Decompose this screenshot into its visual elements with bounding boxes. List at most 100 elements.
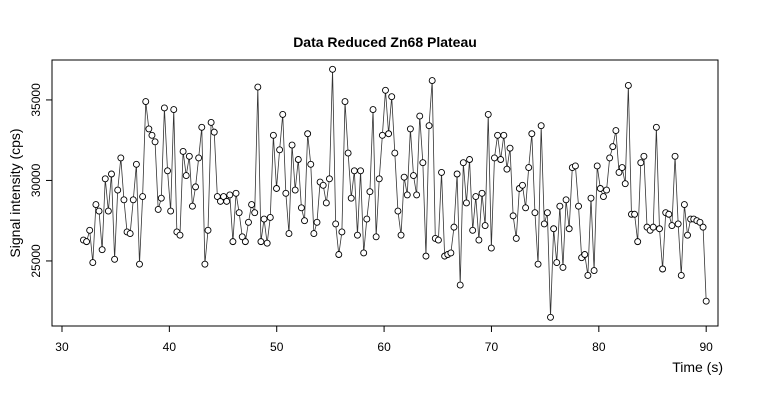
data-point bbox=[428, 77, 436, 85]
data-point bbox=[369, 106, 377, 114]
data-point bbox=[179, 148, 187, 155]
data-point bbox=[388, 93, 396, 101]
data-point bbox=[456, 281, 464, 289]
data-point bbox=[702, 297, 710, 305]
data-point bbox=[198, 123, 206, 131]
data-point bbox=[453, 170, 461, 178]
data-point bbox=[652, 123, 660, 131]
data-point bbox=[111, 255, 119, 263]
data-point bbox=[108, 170, 115, 178]
data-point bbox=[612, 127, 620, 134]
data-point bbox=[553, 259, 561, 267]
data-point bbox=[615, 168, 623, 176]
data-point bbox=[114, 186, 122, 194]
data-point bbox=[291, 186, 299, 194]
data-point bbox=[101, 175, 109, 183]
data-point bbox=[279, 110, 287, 118]
data-point bbox=[238, 233, 246, 241]
data-point bbox=[547, 313, 554, 321]
y-tick-label: 25000 bbox=[29, 244, 43, 278]
data-point bbox=[95, 207, 103, 215]
data-point bbox=[83, 238, 91, 246]
data-point bbox=[494, 131, 502, 139]
data-point bbox=[276, 146, 284, 154]
data-point bbox=[649, 223, 657, 231]
data-point bbox=[422, 252, 430, 260]
data-point bbox=[509, 212, 517, 220]
data-point bbox=[503, 165, 511, 173]
data-point bbox=[188, 202, 196, 210]
data-point bbox=[684, 231, 691, 239]
data-point bbox=[86, 226, 94, 234]
data-point bbox=[484, 110, 492, 118]
data-point bbox=[450, 223, 458, 231]
data-point bbox=[139, 193, 147, 200]
data-point bbox=[160, 104, 168, 112]
data-point bbox=[288, 141, 296, 149]
data-point bbox=[674, 220, 682, 228]
data-point bbox=[425, 122, 433, 130]
data-point bbox=[285, 230, 293, 238]
data-point bbox=[606, 154, 614, 162]
data-point bbox=[472, 193, 480, 200]
data-point bbox=[313, 218, 321, 226]
data-point bbox=[434, 236, 442, 244]
data-point bbox=[235, 209, 243, 217]
data-point bbox=[410, 172, 417, 180]
data-point bbox=[204, 226, 212, 234]
data-point bbox=[603, 186, 611, 194]
data-point bbox=[618, 164, 626, 172]
data-point bbox=[550, 225, 558, 233]
data-point bbox=[438, 168, 445, 176]
data-point bbox=[519, 181, 526, 189]
data-point bbox=[671, 152, 679, 160]
chart-title: Data Reduced Zn68 Plateau bbox=[293, 34, 477, 50]
data-point bbox=[528, 130, 536, 138]
data-point bbox=[416, 112, 424, 120]
data-point bbox=[522, 204, 530, 212]
data-point bbox=[543, 209, 551, 217]
data-point bbox=[92, 201, 100, 209]
data-point bbox=[581, 251, 589, 258]
data-point bbox=[195, 154, 203, 162]
data-point bbox=[596, 185, 604, 192]
data-point bbox=[677, 271, 685, 279]
data-point bbox=[338, 228, 346, 236]
data-point bbox=[366, 188, 374, 196]
data-point bbox=[590, 267, 598, 275]
data-point bbox=[151, 138, 159, 146]
data-point bbox=[167, 207, 175, 215]
data-point bbox=[609, 143, 617, 151]
data-point bbox=[534, 260, 542, 268]
data-point bbox=[335, 251, 343, 258]
data-point bbox=[406, 125, 414, 133]
data-point bbox=[232, 189, 240, 197]
data-point bbox=[148, 131, 156, 139]
data-point bbox=[145, 125, 153, 133]
data-point bbox=[319, 181, 327, 189]
data-point bbox=[413, 191, 421, 199]
data-point bbox=[310, 230, 318, 238]
data-point bbox=[403, 191, 411, 199]
data-point bbox=[201, 260, 209, 268]
data-point bbox=[304, 130, 312, 138]
x-axis-title: Time (s) bbox=[672, 359, 723, 375]
y-tick-label: 30000 bbox=[29, 163, 43, 197]
data-point bbox=[354, 231, 361, 239]
data-point bbox=[378, 131, 386, 139]
data-point bbox=[176, 231, 184, 239]
data-point bbox=[164, 167, 171, 175]
data-point bbox=[621, 180, 629, 188]
data-point bbox=[462, 199, 470, 207]
data-point bbox=[257, 238, 265, 246]
data-point bbox=[656, 225, 663, 233]
data-point bbox=[571, 162, 579, 170]
data-point bbox=[382, 86, 389, 94]
data-point bbox=[400, 173, 408, 181]
data-point bbox=[587, 194, 595, 202]
x-tick-label: 50 bbox=[270, 340, 284, 354]
data-point bbox=[637, 159, 645, 167]
data-point bbox=[251, 209, 259, 217]
data-point bbox=[266, 214, 274, 221]
data-point bbox=[487, 244, 495, 252]
